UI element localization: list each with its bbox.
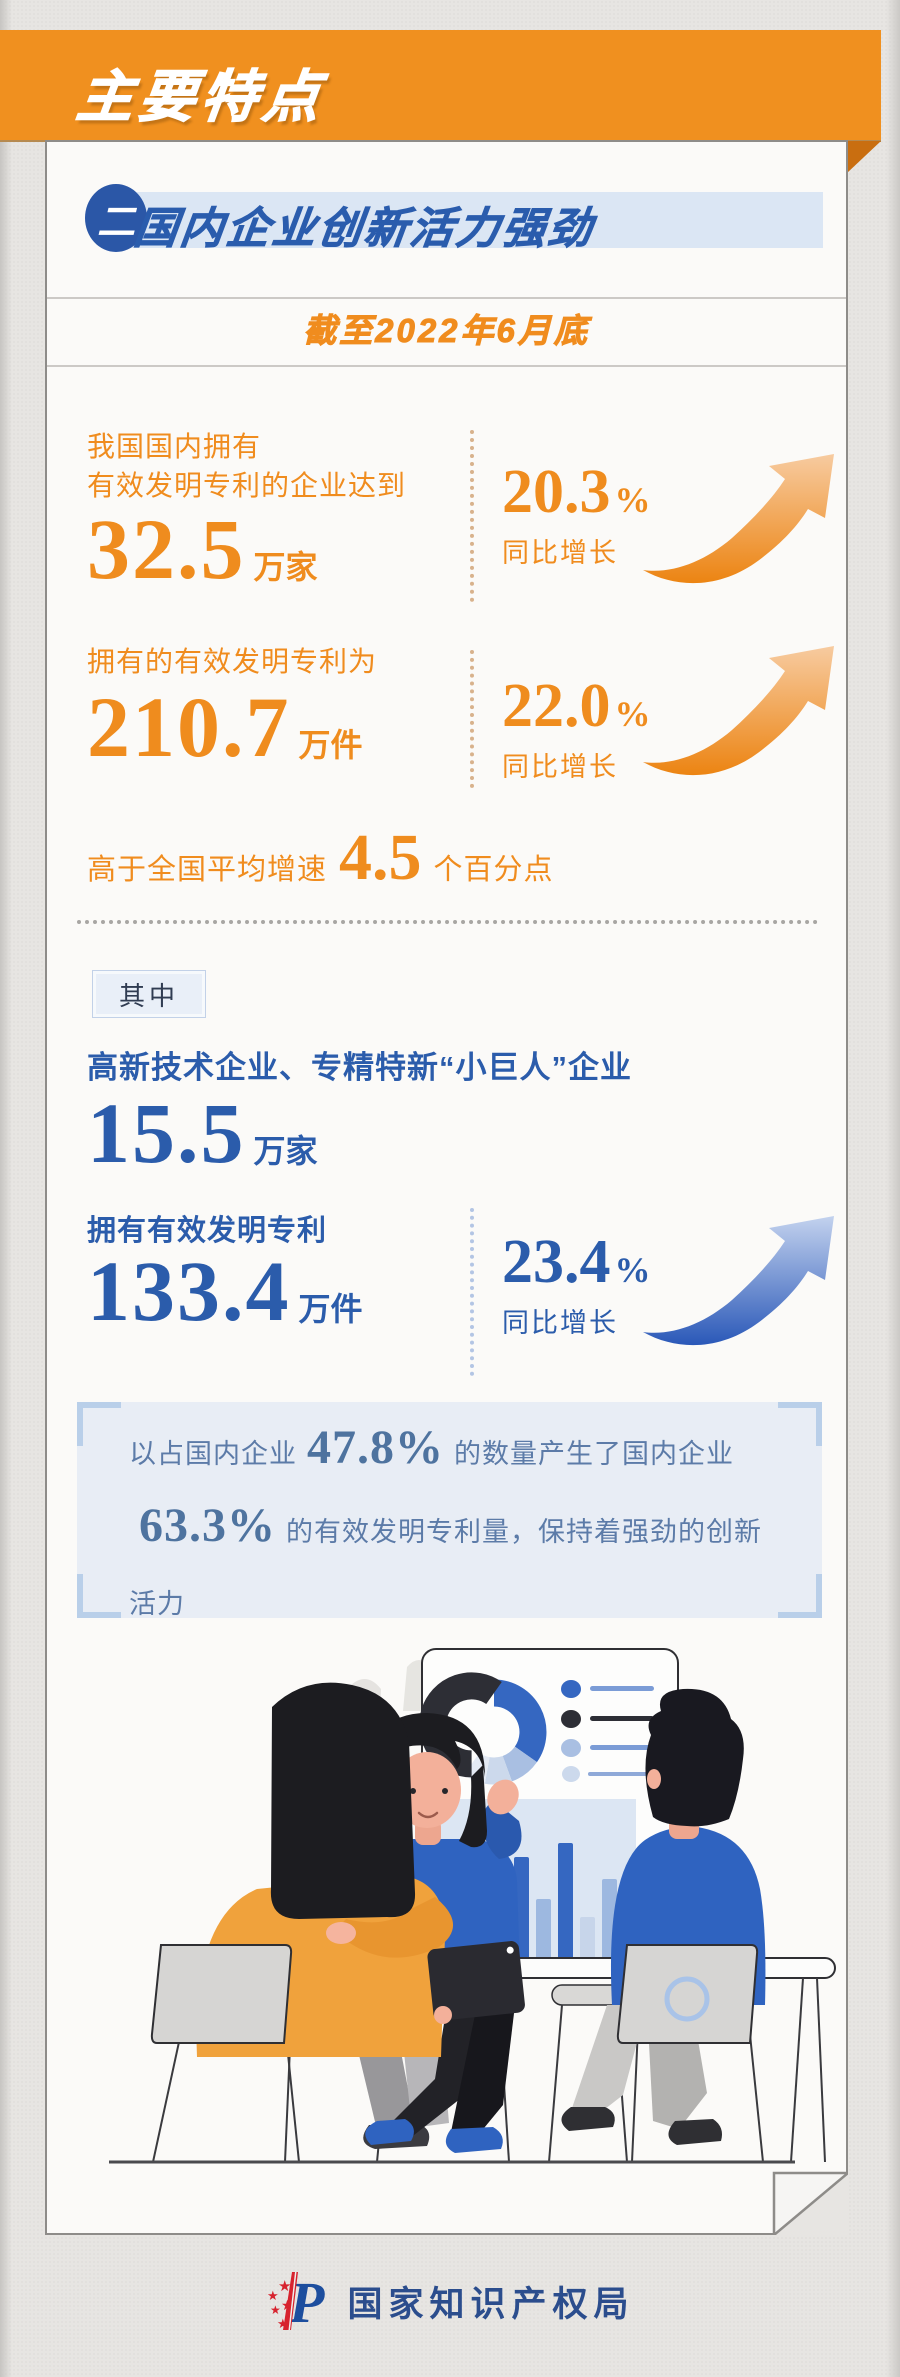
page-curl (772, 2171, 848, 2235)
svg-text:★: ★ (267, 2288, 279, 2303)
content-card: 二 国内企业创新活力强劲 截至2022年6月底 我国国内拥有 有效发明专利的企业… (45, 140, 848, 2235)
section-number-icon: 二 (85, 184, 147, 252)
stat1-desc-line1: 我国国内拥有 (87, 431, 262, 462)
corner-bracket (77, 1574, 121, 1618)
note-suffix: 个百分点 (433, 854, 554, 886)
growth-value: 20.3 (502, 458, 611, 526)
trend-up-arrow-icon (643, 454, 834, 584)
footer: ★ ★ ★ ★ ★ P 国家知识产权局 (0, 2258, 900, 2344)
stat3-value: 15.5 万家 (87, 1085, 318, 1181)
header-ribbon: 主要特点 (0, 30, 881, 142)
summary-seg1: 以占国内企业 (129, 1439, 297, 1469)
growth-value: 23.4 (502, 1228, 611, 1296)
stat3-unit: 万家 (253, 1133, 318, 1169)
percent-sign: % (614, 694, 651, 734)
stat4-unit: 万件 (298, 1291, 363, 1327)
date-banner: 截至2022年6月底 (303, 312, 590, 350)
stat1-growth: 20.3 % 同比增长 (502, 458, 651, 570)
meeting-illustration (109, 1648, 836, 2164)
stat1-unit: 万家 (253, 549, 318, 585)
laptop-left (150, 1944, 293, 2044)
cnipa-logo-icon: ★ ★ ★ ★ ★ P (267, 2270, 325, 2335)
dotted-divider-vertical (470, 1208, 474, 1376)
right-edge-shadow (886, 0, 900, 2377)
svg-text:★: ★ (270, 2303, 281, 2317)
among-label-box: 其中 (92, 970, 206, 1018)
dotted-divider-vertical (470, 430, 474, 602)
growth-value: 22.0 (502, 672, 611, 740)
stat1-description: 我国国内拥有 有效发明专利的企业达到 (87, 427, 406, 505)
note-value: 4.5 (339, 821, 422, 894)
left-edge-shadow (0, 0, 12, 2377)
stat4-number: 133.4 (87, 1243, 291, 1339)
corner-bracket (778, 1402, 822, 1446)
footer-org-name: 国家知识产权局 (347, 2284, 635, 2324)
comparison-note: 高于全国平均增速 4.5 个百分点 (87, 820, 554, 896)
stat2-unit: 万件 (298, 727, 363, 763)
percent-sign: % (614, 1250, 651, 1290)
summary-seg2: 的数量产生了国内企业 (454, 1439, 734, 1469)
stat4-growth: 23.4 % 同比增长 (502, 1228, 651, 1340)
stat2-growth: 22.0 % 同比增长 (502, 672, 651, 784)
growth-label: 同比增长 (502, 1308, 618, 1339)
trend-up-arrow-icon (643, 646, 834, 776)
hand (434, 2006, 452, 2024)
divider (47, 297, 846, 299)
summary-text: 以占国内企业 47.8% 的数量产生了国内企业 63.3% 的有效发明专利量，保持着强劲… (129, 1412, 764, 1640)
growth-label: 同比增长 (502, 752, 618, 783)
svg-text:★: ★ (278, 2278, 291, 2295)
ribbon-fold-triangle (847, 141, 881, 173)
corner-bracket (77, 1402, 121, 1446)
summary-seg3: 的有效发明专利量，保持着强劲的创新活力 (129, 1517, 762, 1619)
title-highlight-band (115, 192, 823, 248)
stat3-description: 高新技术企业、专精特新“小巨人”企业 (87, 1050, 632, 1085)
bullet-list (561, 1680, 654, 1782)
dotted-divider-horizontal (77, 920, 818, 924)
stat4-value: 133.4 万件 (87, 1243, 363, 1339)
stat1-number: 32.5 (87, 501, 246, 597)
percent-sign: % (614, 480, 651, 520)
stat2-description: 拥有的有效发明专利为 (87, 642, 377, 681)
stat2-value: 210.7 万件 (87, 679, 363, 775)
svg-text:★: ★ (277, 2316, 289, 2331)
stat3-number: 15.5 (87, 1085, 246, 1181)
laptop-right (616, 1944, 759, 2044)
stat2-number: 210.7 (87, 679, 291, 775)
dotted-divider-vertical (470, 650, 474, 788)
summary-callout-box: 以占国内企业 47.8% 的数量产生了国内企业 63.3% 的有效发明专利量，保持着强劲… (77, 1402, 822, 1619)
stat1-value: 32.5 万家 (87, 501, 318, 597)
divider (47, 365, 846, 367)
note-prefix: 高于全国平均增速 (87, 854, 328, 886)
section-title: 国内企业创新活力强劲 (131, 205, 598, 254)
stat2-desc-line1: 拥有的有效发明专利为 (87, 646, 378, 677)
page-title: 主要特点 (73, 64, 330, 129)
summary-num2: 63.3% (139, 1499, 276, 1552)
corner-bracket (778, 1574, 822, 1618)
trend-up-arrow-icon (643, 1216, 834, 1346)
growth-label: 同比增长 (502, 538, 618, 569)
stat1-desc-line2: 有效发明专利的企业达到 (87, 470, 407, 501)
stat4-description: 拥有有效发明专利 (87, 1215, 328, 1247)
tablet (427, 1941, 525, 2021)
summary-num1: 47.8% (307, 1421, 444, 1474)
